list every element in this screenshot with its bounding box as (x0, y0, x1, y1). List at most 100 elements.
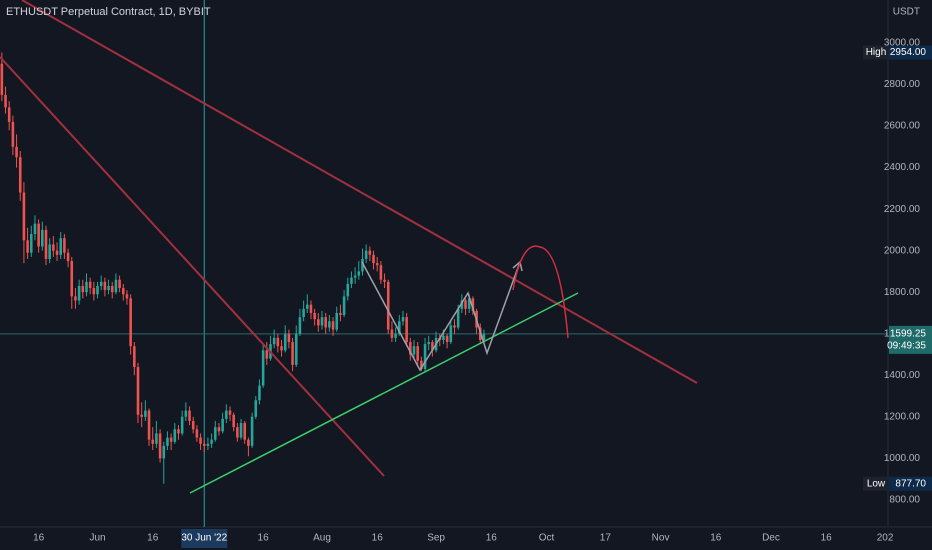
marker-name-box (863, 476, 889, 491)
candle-body (423, 344, 427, 370)
last-price-box (889, 325, 932, 354)
candle-body (236, 427, 239, 438)
candle-body (15, 146, 18, 158)
candle-body (155, 433, 158, 444)
candle-body (184, 410, 188, 417)
currency-label: USDT (893, 7, 920, 18)
candle-body (221, 418, 224, 432)
x-tick-label: 202 (877, 533, 894, 544)
candle-body (202, 443, 206, 446)
candle-body (313, 312, 316, 320)
y-tick-label: 2400.00 (884, 162, 921, 173)
candle-body (103, 281, 107, 291)
candle-body (339, 312, 342, 316)
marker-price-box (889, 45, 932, 60)
candle-body (195, 429, 199, 438)
y-tick-label: 2600.00 (884, 121, 921, 132)
candle-body (63, 238, 66, 253)
candle-body (217, 427, 221, 432)
candle-body (70, 261, 74, 297)
y-tick-label: 1800.00 (884, 287, 921, 298)
marker-name: High (866, 47, 887, 58)
candle-body (243, 423, 247, 440)
candle-body (283, 333, 287, 351)
marker-name-box (863, 45, 889, 60)
candle-body (335, 312, 339, 330)
candle-body (449, 325, 453, 343)
candle-body (353, 275, 357, 278)
candle-body (169, 437, 173, 442)
candle-body (471, 298, 475, 311)
candle-body (206, 443, 210, 446)
candle-body (364, 250, 368, 259)
x-tick-label: 16 (33, 533, 45, 544)
crosshair-label: 30 Jun '22 (181, 533, 227, 544)
candle-body (129, 298, 132, 347)
candle-body (368, 250, 372, 255)
candle-body (4, 94, 7, 108)
x-tick-label: Jun (89, 533, 105, 544)
candle-body (11, 121, 15, 147)
candle-body (409, 342, 412, 355)
countdown-label: 09:49:35 (887, 341, 926, 352)
candle-body (213, 427, 217, 440)
candle-body (294, 333, 298, 365)
candle-body (324, 317, 327, 328)
candle-body (361, 258, 364, 272)
y-tick-label: 1000.00 (884, 453, 921, 464)
candle-body (33, 223, 37, 235)
chart-title: ETHUSDT Perpetual Contract, 1D, BYBIT (6, 6, 211, 18)
projection-path (361, 261, 521, 372)
candle-body (96, 285, 99, 295)
x-tick-label: 16 (258, 533, 270, 544)
candle-body (467, 298, 471, 309)
candle-body (309, 304, 313, 313)
candle-body (412, 346, 416, 355)
candle-body (405, 317, 408, 343)
candle-body (114, 279, 118, 293)
candle-body (26, 240, 29, 253)
candle-body (390, 329, 394, 338)
candle-body (460, 300, 464, 309)
support-line (189, 292, 579, 494)
candle-body (287, 333, 291, 343)
candle-body (328, 321, 331, 328)
x-tick-label: 16 (821, 533, 833, 544)
candle-body (121, 288, 125, 295)
candle-body (88, 281, 92, 289)
crosshair-label-box (181, 529, 228, 548)
candle-body (22, 192, 26, 241)
candle-body (298, 317, 302, 334)
candle-body (55, 250, 59, 255)
candle-body (74, 296, 77, 301)
y-tick-label: 1400.00 (884, 370, 921, 381)
candle-body (107, 285, 110, 291)
candle-body (37, 223, 40, 247)
candle-body (317, 319, 320, 326)
candle-body (81, 285, 85, 293)
candle-body (191, 420, 195, 430)
candle-body (173, 429, 177, 442)
candle-body (276, 337, 280, 347)
y-tick-label: 1200.00 (884, 411, 921, 422)
candle-body (383, 279, 386, 282)
projection-arc (512, 245, 569, 339)
candle-body (427, 342, 431, 345)
candle-body (445, 335, 449, 343)
candle-body (280, 346, 283, 351)
candle-body (41, 229, 44, 247)
candle-body (416, 346, 419, 361)
candle-body (232, 414, 235, 428)
candle-body (162, 445, 166, 459)
candle-body (291, 342, 294, 365)
candle-body (66, 252, 70, 262)
candle-body (136, 366, 140, 415)
x-tick-label: 17 (600, 533, 612, 544)
x-tick-label: Nov (652, 533, 670, 544)
y-tick-label: 3000.00 (884, 38, 921, 49)
candle-body (331, 321, 335, 330)
y-tick-label: 2800.00 (884, 79, 921, 90)
candle-body (29, 234, 33, 253)
x-tick-label: 16 (372, 533, 384, 544)
